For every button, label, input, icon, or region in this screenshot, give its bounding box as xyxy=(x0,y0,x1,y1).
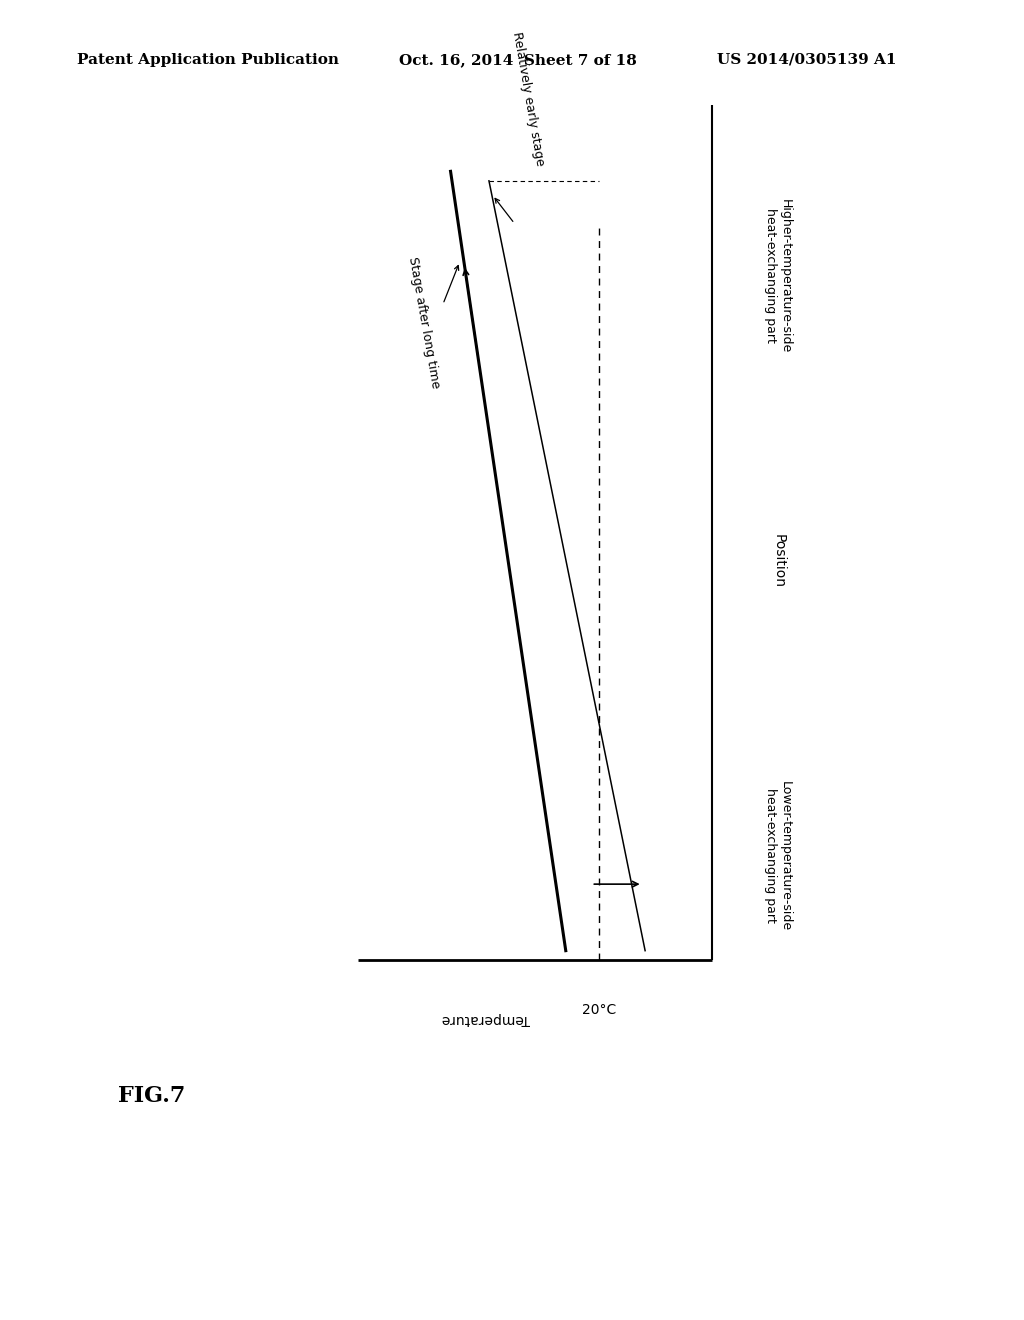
Text: 20°C: 20°C xyxy=(582,1003,616,1016)
Text: Higher-temperature-side
heat-exchanging part: Higher-temperature-side heat-exchanging … xyxy=(764,199,793,352)
Text: Stage after long time: Stage after long time xyxy=(406,256,441,389)
Text: Patent Application Publication: Patent Application Publication xyxy=(77,53,339,67)
Text: US 2014/0305139 A1: US 2014/0305139 A1 xyxy=(717,53,896,67)
Text: Relatively early stage: Relatively early stage xyxy=(510,30,547,168)
Text: Lower-temperature-side
heat-exchanging part: Lower-temperature-side heat-exchanging p… xyxy=(764,780,793,931)
Text: Oct. 16, 2014  Sheet 7 of 18: Oct. 16, 2014 Sheet 7 of 18 xyxy=(399,53,637,67)
Text: Position: Position xyxy=(771,535,785,587)
Text: FIG.7: FIG.7 xyxy=(118,1085,185,1107)
Text: Temperature: Temperature xyxy=(442,1012,530,1027)
